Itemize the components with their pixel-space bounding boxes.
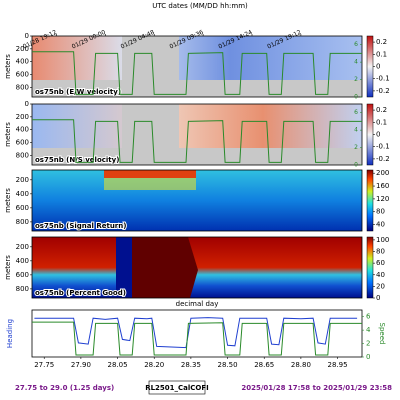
series-line <box>32 321 362 356</box>
colorbar-tick-label: 0 <box>376 294 380 302</box>
no-data <box>122 104 179 165</box>
label: os75nb (N/S velocity) <box>35 156 119 164</box>
y2-tick-label: 2 <box>366 340 370 348</box>
axes-frame <box>31 169 363 232</box>
y2-tick-label: 4 <box>354 59 358 66</box>
x-tick-label: 28.80 <box>291 361 311 369</box>
x-tick-label: 28.05 <box>108 361 128 369</box>
label: os75nb (E/W velocity) <box>35 88 121 96</box>
y-tick-label: 200 <box>16 45 29 53</box>
y2-tick-label: 6 <box>366 313 371 321</box>
colorbar-tick-label: 60 <box>376 259 385 267</box>
no-data <box>32 80 362 97</box>
axes-frame <box>31 103 363 166</box>
y2-tick-label: 4 <box>366 326 371 334</box>
colorbar <box>366 236 374 299</box>
y2-tick-label: 2 <box>354 144 358 151</box>
colorbar-tick-label: -0.2 <box>376 155 390 163</box>
y-axis-label: meters <box>4 255 12 280</box>
x-tick-label: 28.20 <box>144 361 164 369</box>
series-line <box>32 119 362 163</box>
colorbar <box>366 35 374 98</box>
label: os75nb (Signal Return) <box>35 222 126 230</box>
strong-return <box>104 178 196 190</box>
colorbar-tick-label: 0.1 <box>376 118 387 126</box>
y-axis-label: meters <box>4 54 12 79</box>
colorbar-tick-label: 80 <box>376 248 385 256</box>
y-tick-label: 0 <box>25 100 29 108</box>
x-tick-label: 28.95 <box>328 361 348 369</box>
low-percent <box>116 237 132 298</box>
high-percent <box>132 237 198 298</box>
axes-frame <box>31 309 363 358</box>
y2-axis-label: Speed <box>378 323 386 345</box>
y-tick-label: 0 <box>25 32 29 40</box>
strong-return <box>104 170 196 178</box>
colorbar <box>366 169 374 232</box>
footer-right: 2025/01/28 17:58 to 2025/01/29 23:58 <box>241 384 392 392</box>
colorbar-tick-label: 100 <box>376 236 389 244</box>
x-tick-label: 27.90 <box>71 361 91 369</box>
y-tick-label: 800 <box>16 151 29 159</box>
colorbar-tick-label: 0.1 <box>376 50 387 58</box>
top-axis-title: UTC dates (MM/DD hh:mm) <box>152 2 248 10</box>
x-tick-label: 27.75 <box>34 361 54 369</box>
y2-tick-label: 4 <box>354 127 358 134</box>
y-tick-label: 800 <box>16 218 29 226</box>
axes-frame <box>31 236 363 299</box>
colorbar <box>366 103 374 166</box>
y-tick-label: 600 <box>16 271 29 279</box>
y-axis-label: Heading <box>6 319 14 348</box>
x-tick-label: 28.50 <box>218 361 238 369</box>
colorbar-tick-label: -0.2 <box>376 87 390 95</box>
y-axis-label: meters <box>4 188 12 213</box>
y-tick-label: 600 <box>16 71 29 79</box>
y-tick-label: 400 <box>16 126 29 134</box>
colorbar-tick-label: 160 <box>376 182 389 190</box>
footer-center: RL2501_CalCOFI <box>145 384 209 392</box>
y-tick-label: 800 <box>16 285 29 293</box>
colorbar-tick-label: -0.1 <box>376 143 390 151</box>
colorbar-tick-label: 40 <box>376 221 385 229</box>
label: os75nb (Percent Good) <box>35 289 126 297</box>
axes-frame <box>31 35 363 98</box>
colorbar-tick-label: 80 <box>376 208 385 216</box>
series-line <box>32 51 362 95</box>
y-tick-label: 400 <box>16 257 29 265</box>
y-tick-label: 200 <box>16 176 29 184</box>
y2-tick-label: 0 <box>354 94 358 101</box>
y2-tick-label: 0 <box>366 353 370 361</box>
y2-tick-label: 0 <box>354 162 358 169</box>
x-tick-label: 28.35 <box>181 361 201 369</box>
y-tick-label: 600 <box>16 204 29 212</box>
series-line <box>34 317 358 349</box>
y2-tick-label: 6 <box>354 41 358 48</box>
y-tick-label: 200 <box>16 113 29 121</box>
y2-tick-label: 2 <box>354 76 358 83</box>
y-tick-label: 800 <box>16 83 29 91</box>
colorbar-tick-label: 0.2 <box>376 106 387 114</box>
no-data <box>32 148 362 165</box>
colorbar-tick-label: 0 <box>376 131 380 139</box>
y-tick-label: 600 <box>16 139 29 147</box>
colorbar-tick-label: 0 <box>376 63 380 71</box>
y-tick-label: 400 <box>16 58 29 66</box>
colorbar-tick-label: 40 <box>376 271 385 279</box>
footer-left: 27.75 to 29.0 (1.25 days) <box>15 384 114 392</box>
y2-tick-label: 6 <box>354 109 358 116</box>
colorbar-tick-label: -0.1 <box>376 75 390 83</box>
y-tick-label: 200 <box>16 243 29 251</box>
y-axis-label: meters <box>4 122 12 147</box>
colorbar-tick-label: 120 <box>376 195 389 203</box>
y-tick-label: 400 <box>16 190 29 198</box>
x-tick-label: 28.65 <box>254 361 274 369</box>
x-axis-label: decimal day <box>176 300 219 308</box>
colorbar-tick-label: 0.2 <box>376 38 387 46</box>
colorbar-tick-label: 20 <box>376 282 385 290</box>
no-data <box>122 36 179 97</box>
footer-box <box>148 380 206 395</box>
colorbar-tick-label: 200 <box>376 169 389 177</box>
heatmap-field <box>32 170 362 231</box>
